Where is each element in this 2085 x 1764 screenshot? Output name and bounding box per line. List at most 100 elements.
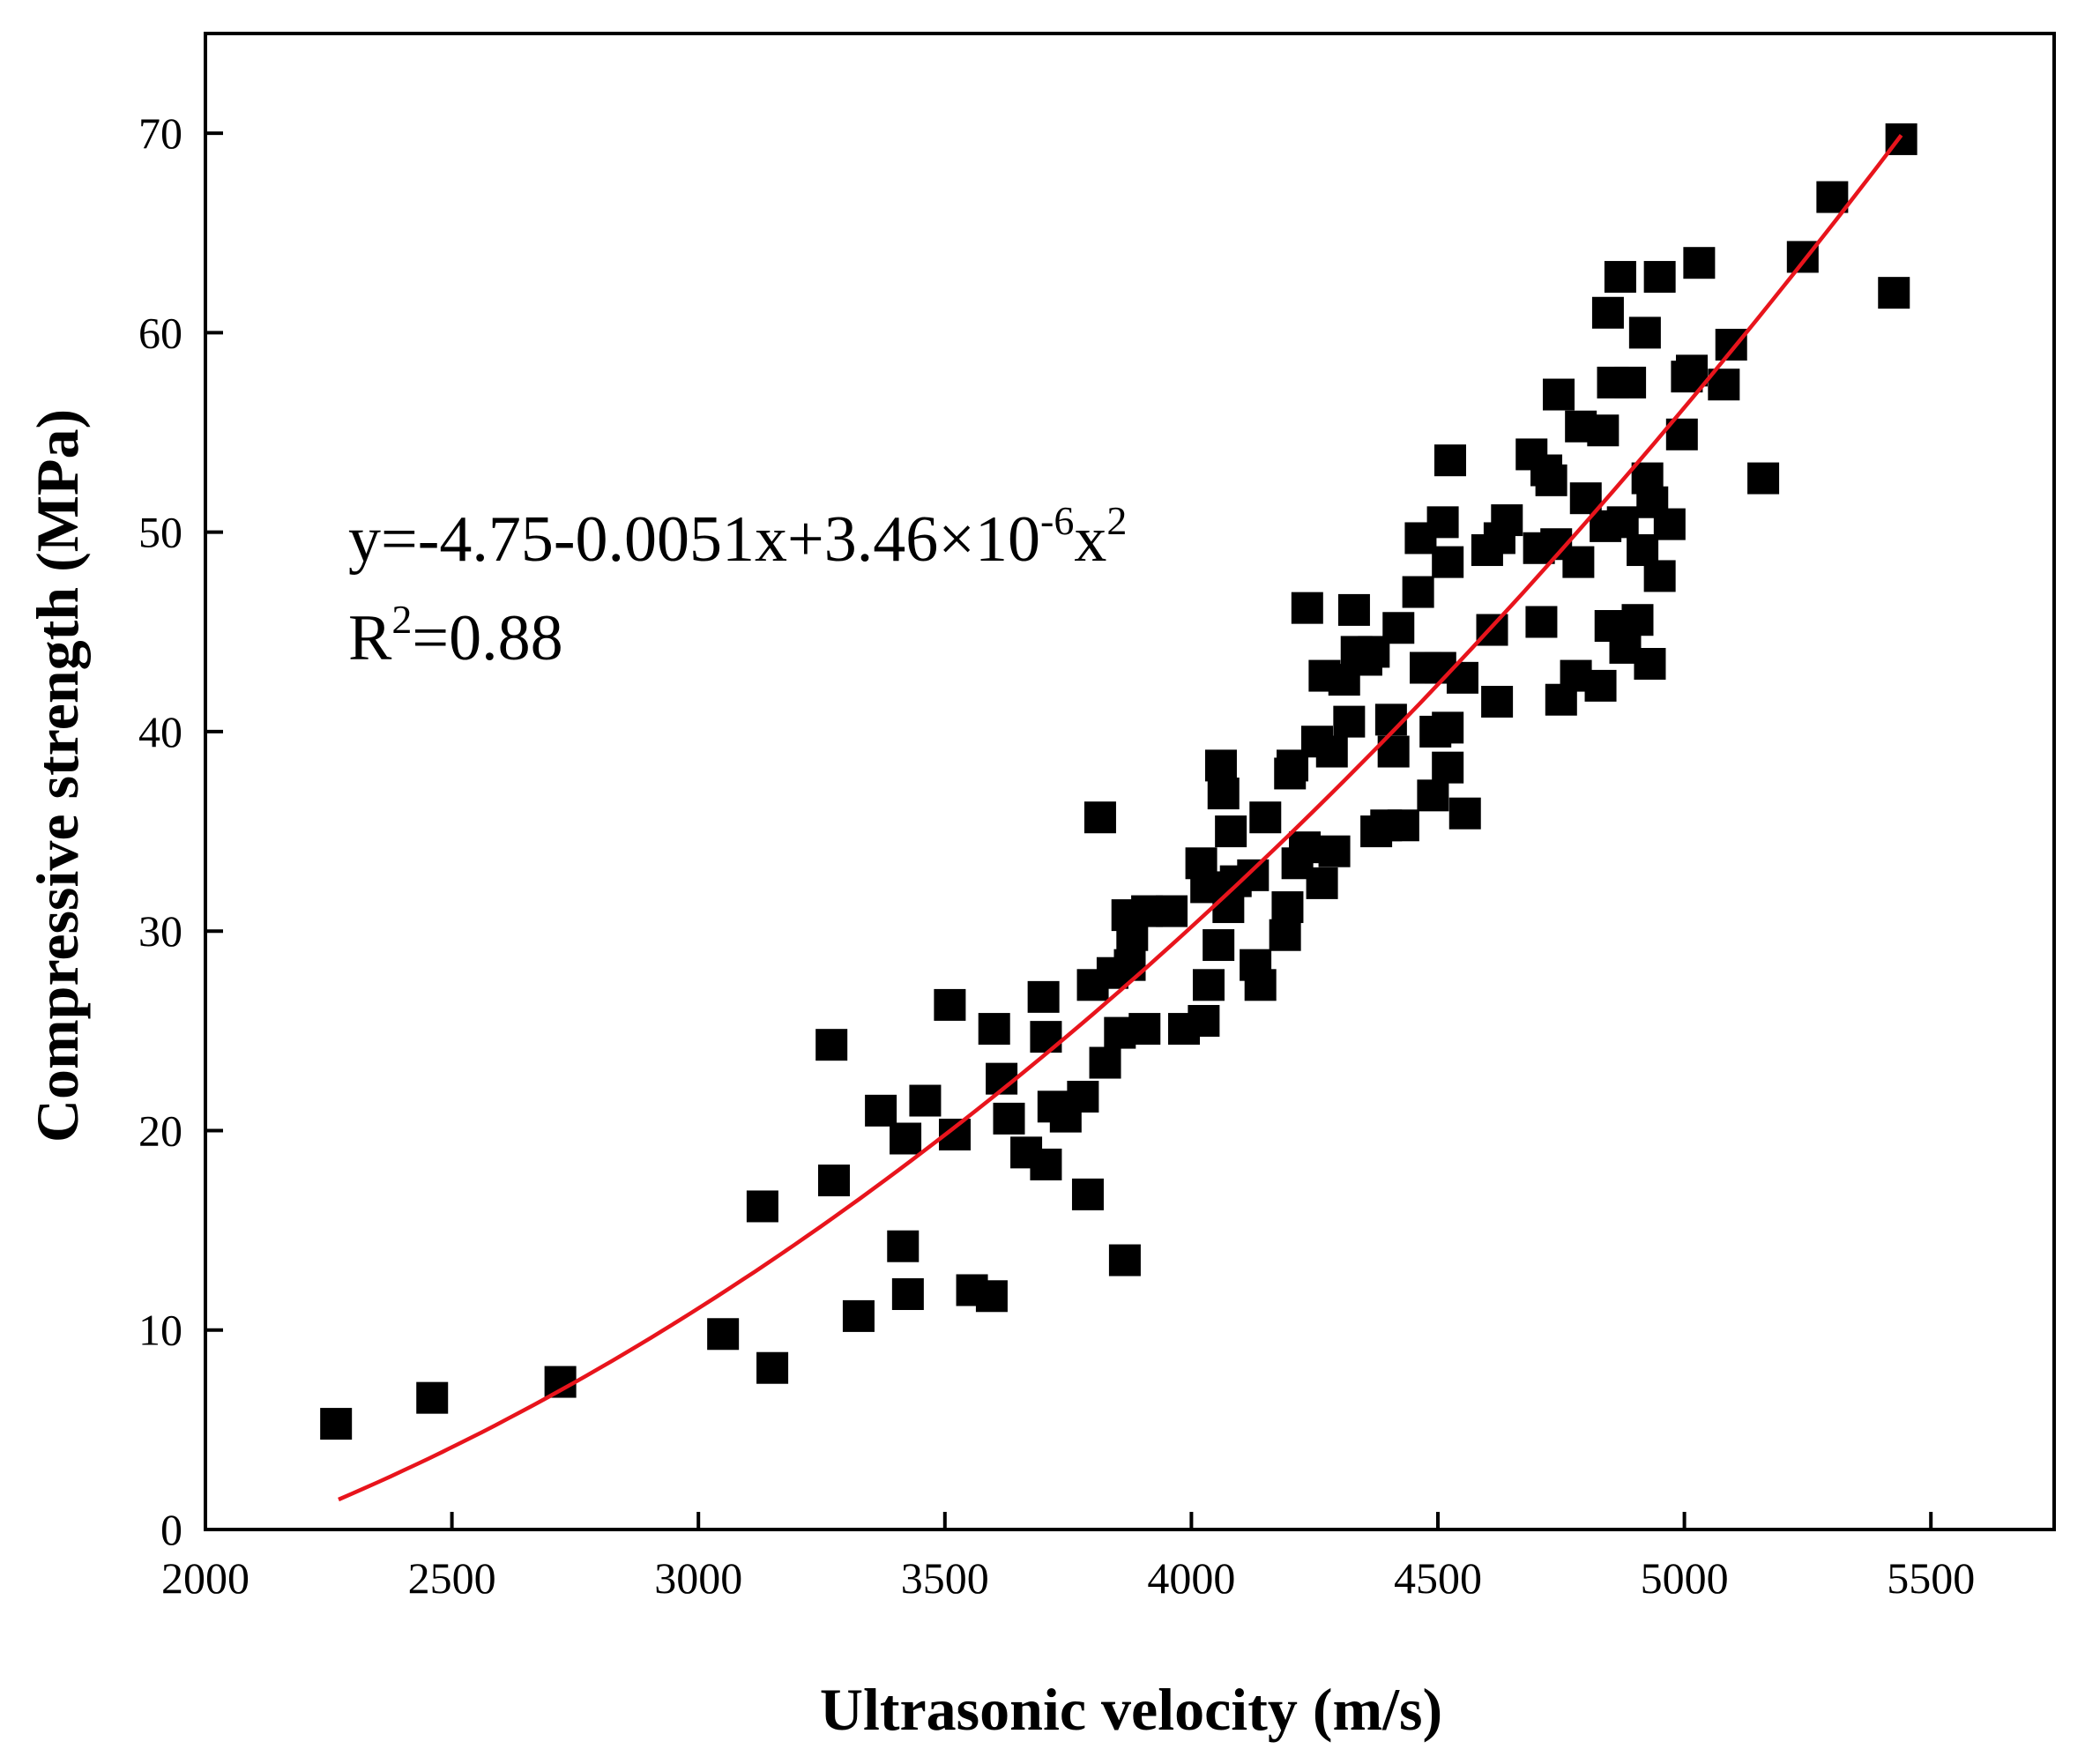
- data-point: [1108, 1244, 1141, 1276]
- data-point: [1027, 980, 1060, 1013]
- data-point: [1271, 891, 1304, 924]
- data-point: [1481, 685, 1514, 718]
- data-point: [1432, 711, 1464, 744]
- data-point: [1448, 797, 1481, 830]
- data-point: [817, 1165, 850, 1197]
- data-point: [1128, 1013, 1161, 1046]
- data-point: [1525, 606, 1558, 638]
- data-point: [1587, 414, 1620, 447]
- data-point: [1634, 648, 1666, 681]
- x-tick-label: 3000: [654, 1553, 742, 1603]
- data-point: [1188, 1005, 1220, 1038]
- data-point: [842, 1299, 875, 1332]
- data-point: [1562, 546, 1595, 578]
- data-point: [416, 1381, 449, 1414]
- data-point: [1387, 809, 1419, 842]
- x-tick-label: 5000: [1641, 1553, 1729, 1603]
- data-point: [1382, 612, 1415, 644]
- data-point: [1289, 831, 1322, 864]
- data-point: [1269, 919, 1301, 951]
- data-point: [1315, 735, 1348, 768]
- data-point: [1030, 1148, 1062, 1180]
- y-axis-title: Compressive strength (MPa): [24, 409, 91, 1143]
- data-point: [909, 1084, 942, 1117]
- data-point: [1402, 576, 1434, 608]
- plot-frame: [204, 32, 2056, 1531]
- data-point: [815, 1029, 848, 1061]
- data-point: [1878, 277, 1910, 309]
- x-tick-label: 4500: [1394, 1553, 1482, 1603]
- data-point: [320, 1408, 353, 1440]
- x-tick-label: 2000: [161, 1553, 249, 1603]
- data-point: [1816, 181, 1849, 213]
- data-point: [1067, 1081, 1099, 1113]
- data-point: [1203, 929, 1235, 962]
- data-point: [1089, 1046, 1121, 1079]
- data-point: [1207, 778, 1240, 810]
- data-point: [1071, 1178, 1104, 1210]
- data-point: [1643, 560, 1676, 592]
- data-point: [1433, 444, 1466, 477]
- data-point: [1215, 815, 1247, 848]
- data-point: [1333, 705, 1366, 738]
- data-point: [1604, 261, 1636, 294]
- equation-annotation: y=-4.75-0.0051x+3.46×10-6x2: [348, 498, 1127, 576]
- y-tick-label: 60: [138, 308, 182, 357]
- data-point: [1306, 867, 1338, 899]
- data-point: [756, 1351, 789, 1384]
- y-tick-label: 40: [138, 707, 182, 756]
- data-point: [1653, 508, 1686, 540]
- data-point: [993, 1102, 1025, 1135]
- data-point: [1747, 462, 1780, 495]
- fit-curve: [338, 134, 1903, 1502]
- x-tick-label: 2500: [408, 1553, 496, 1603]
- data-point: [1249, 801, 1282, 834]
- data-point: [1621, 604, 1654, 636]
- data-point: [1432, 546, 1464, 578]
- data-point: [1543, 378, 1575, 411]
- y-tick-label: 70: [138, 108, 182, 158]
- axis-ticks: 2000 2500 3000 3500 4000 4500 5000 5500 0 10 20 30 4…: [138, 108, 1975, 1603]
- y-tick-label: 0: [160, 1505, 182, 1554]
- x-tick-label: 5500: [1887, 1553, 1975, 1603]
- r-squared-annotation: R2=0.88: [348, 597, 563, 674]
- data-point: [1192, 969, 1225, 1001]
- data-point: [1426, 506, 1459, 539]
- data-point: [707, 1318, 740, 1351]
- y-tick-label: 20: [138, 1105, 182, 1155]
- data-point: [975, 1280, 1008, 1313]
- data-point: [1584, 669, 1617, 702]
- data-point: [1683, 247, 1716, 279]
- data-point: [1083, 801, 1116, 834]
- data-point: [1675, 354, 1708, 387]
- x-tick-label: 4000: [1147, 1553, 1235, 1603]
- data-point: [1491, 504, 1523, 537]
- x-axis-title: Ultrasonic velocity (m/s): [820, 1676, 1442, 1743]
- data-point: [890, 1122, 922, 1155]
- y-tick-label: 10: [138, 1306, 182, 1355]
- data-point: [1237, 859, 1270, 891]
- data-point: [891, 1278, 924, 1311]
- data-point: [1643, 261, 1676, 294]
- data-point: [1432, 751, 1464, 784]
- y-tick-label: 50: [138, 508, 182, 557]
- data-point: [934, 988, 966, 1021]
- data-point: [1291, 592, 1323, 624]
- data-point: [1446, 661, 1478, 694]
- data-point: [1535, 464, 1567, 496]
- data-point: [1244, 969, 1277, 1001]
- data-point: [1614, 366, 1647, 398]
- data-point: [1113, 949, 1146, 981]
- data-point: [1715, 328, 1747, 361]
- data-point: [1606, 506, 1639, 539]
- data-point: [1591, 296, 1624, 329]
- data-points: [320, 123, 1917, 1440]
- data-point: [887, 1230, 920, 1262]
- x-tick-label: 3500: [901, 1553, 989, 1603]
- data-point: [1628, 316, 1661, 349]
- data-point: [1318, 835, 1351, 867]
- data-point: [1204, 749, 1237, 782]
- data-point: [865, 1094, 897, 1127]
